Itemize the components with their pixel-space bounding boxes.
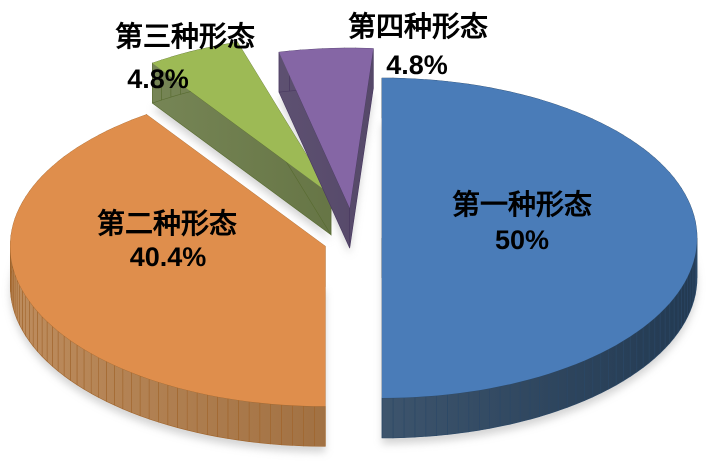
slice-wall-1 — [629, 331, 638, 378]
pie-slice-3 — [152, 42, 331, 195]
slice-wall-2 — [106, 360, 115, 406]
slice-wall-2 — [186, 389, 198, 433]
slice-wall-2 — [167, 384, 178, 428]
slice-wall-2 — [16, 279, 20, 326]
slice-value-4: 4.8% — [386, 50, 448, 80]
slice-wall-2 — [46, 320, 53, 367]
slice-value-3: 4.8% — [127, 64, 189, 94]
slice-wall-2 — [63, 335, 71, 381]
slice-wall-1 — [673, 291, 679, 339]
slice-wall-1 — [642, 322, 650, 369]
slice-label-4: 第四种形态 — [348, 10, 488, 42]
slice-wall-1 — [681, 281, 686, 329]
slice-label-1: 第一种形态 — [452, 188, 592, 220]
slice-wall-1 — [615, 340, 624, 386]
slice-wall-1 — [392, 397, 405, 439]
pie-slice-1 — [382, 78, 697, 398]
slice-wall-1 — [468, 389, 480, 433]
slice-wall-1 — [509, 381, 521, 425]
slice-wall-2 — [57, 330, 65, 377]
slice-wall-1 — [489, 385, 501, 429]
slice-wall-2 — [227, 398, 239, 441]
slice-wall-2 — [158, 381, 169, 426]
slice-wall-2 — [32, 305, 38, 353]
slice-wall-1 — [499, 383, 511, 427]
slice-wall-1 — [519, 378, 531, 423]
slice-wall-1 — [436, 394, 448, 436]
slice-wall-2 — [37, 310, 43, 358]
slice-wall-1 — [447, 392, 459, 435]
slice-wall-2 — [148, 378, 159, 423]
slice-wall-2 — [281, 404, 293, 446]
slice-wall-2 — [303, 405, 315, 447]
slice-wall-2 — [76, 344, 85, 390]
slice-wall-1 — [457, 391, 470, 434]
slice-wall-2 — [217, 396, 229, 439]
slice-wall-2 — [25, 294, 30, 342]
slice-wall-2 — [114, 364, 124, 410]
slice-wall-1 — [566, 363, 577, 408]
slice-label-3: 第三种形态 — [115, 20, 255, 52]
slice-wall-1 — [529, 376, 540, 420]
slice-wall-2 — [14, 273, 18, 320]
slice-wall-1 — [403, 396, 416, 438]
slice-wall-1 — [677, 286, 682, 334]
slice-wall-2 — [248, 401, 261, 444]
slice-wall-1 — [654, 312, 661, 359]
slice-wall-2 — [122, 368, 132, 413]
slice-wall-1 — [648, 317, 656, 364]
slice-wall-1 — [592, 352, 602, 398]
slice-wall-2 — [90, 352, 99, 399]
slice-wall-2 — [131, 371, 141, 417]
pie-slice-4 — [279, 48, 374, 209]
slice-wall-1 — [479, 388, 490, 431]
slice-wall-2 — [19, 284, 23, 331]
slice-wall-1 — [664, 302, 671, 349]
slice-wall-1 — [425, 395, 437, 437]
slice-wall-2 — [207, 394, 218, 438]
slice-wall-2 — [29, 300, 34, 348]
slice-wall-1 — [557, 366, 568, 412]
slice-wall-1 — [381, 397, 394, 439]
slice-wall-1 — [539, 373, 550, 418]
slice-value-1: 50% — [495, 225, 549, 255]
slice-wall-2 — [41, 315, 48, 363]
slice-wall-1 — [623, 335, 631, 382]
slice-wall-2 — [177, 387, 188, 431]
slice-label-2: 第二种形态 — [97, 207, 237, 239]
slice-wall-4 — [349, 48, 374, 249]
slice-wall-2 — [83, 348, 92, 394]
slice-wall-1 — [636, 326, 644, 373]
slice-wall-1 — [687, 271, 691, 317]
slice-wall-2 — [196, 392, 208, 436]
slice-wall-1 — [548, 370, 559, 415]
slice-wall-2 — [70, 339, 78, 386]
slice-wall-2 — [292, 405, 304, 447]
slice-value-2: 40.4% — [130, 242, 207, 272]
pie-slice-2 — [10, 114, 326, 407]
slice-wall-2 — [22, 289, 26, 337]
slice-wall-2 — [139, 375, 150, 420]
slice-wall-1 — [414, 396, 427, 438]
slice-wall-1 — [608, 344, 617, 390]
slice-wall-2 — [270, 403, 282, 446]
slice-wall-2 — [98, 357, 107, 402]
slice-wall-2 — [238, 399, 250, 442]
slice-wall-2 — [314, 405, 326, 447]
slice-wall-1 — [669, 297, 675, 344]
slice-wall-1 — [600, 348, 609, 394]
slice-wall-2 — [259, 402, 271, 445]
slice-wall-2 — [52, 325, 59, 372]
slice-wall-1 — [575, 360, 585, 405]
slice-wall-1 — [659, 307, 666, 354]
slice-wall-1 — [584, 356, 594, 402]
slice-wall-1 — [689, 265, 693, 312]
slice-wall-1 — [684, 276, 688, 323]
